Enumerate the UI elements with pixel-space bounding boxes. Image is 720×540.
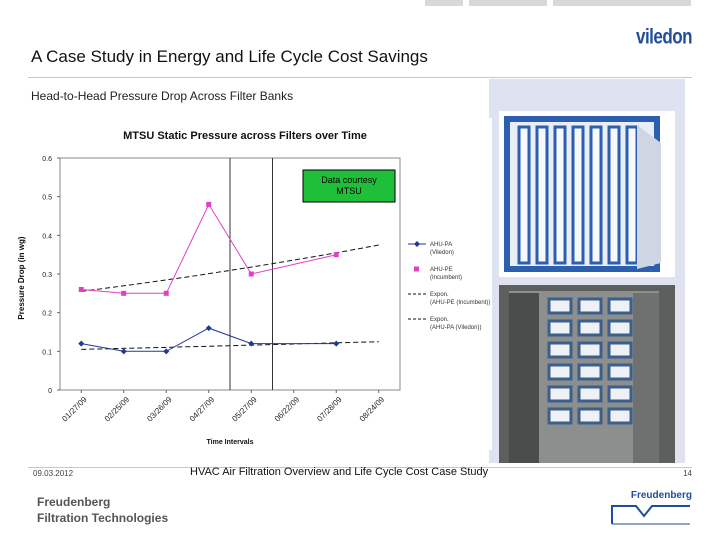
data-point xyxy=(333,340,340,347)
y-axis: 0 0.1 0.2 0.3 0.4 0.5 0.6 xyxy=(42,156,60,395)
company-name: Freudenberg Filtration Technologies xyxy=(37,494,168,526)
data-point xyxy=(120,348,127,355)
trendlines xyxy=(81,244,379,350)
y-tick-label: 0.3 xyxy=(42,272,52,279)
data-point xyxy=(163,290,169,296)
legend-entry: Expon. (AHU-PE (Incumbent)) xyxy=(408,292,490,306)
x-tick-label: 03/26/09 xyxy=(145,395,174,424)
freudenberg-logo: Freudenberg xyxy=(610,490,692,526)
chart-title: MTSU Static Pressure across Filters over… xyxy=(123,130,367,142)
legend-label: AHU-PE (Incumbent) xyxy=(430,267,462,281)
legend: AHU-PA (Viledon) AHU-PE (Incumbent) Expon. (A… xyxy=(408,241,490,331)
series-line xyxy=(81,203,337,294)
vertical-markers xyxy=(229,158,273,390)
data-point xyxy=(163,348,170,355)
y-tick-label: 0 xyxy=(48,388,52,395)
series-line xyxy=(81,327,337,352)
legend-entry: Expon. (AHU-PA (Viledon)) xyxy=(408,317,481,331)
data-point xyxy=(248,271,254,277)
data-point xyxy=(248,340,255,347)
y-tick-label: 0.2 xyxy=(42,311,52,318)
photo-panel xyxy=(489,79,685,463)
legend-label: Expon. (AHU-PA (Viledon)) xyxy=(430,317,481,331)
footer-divider xyxy=(28,467,692,468)
freudenberg-logo-text: Freudenberg xyxy=(630,490,692,501)
legend-entry: AHU-PA (Viledon) xyxy=(408,241,454,256)
data-point xyxy=(121,290,127,296)
slide-subtitle: Head-to-Head Pressure Drop Across Filter… xyxy=(31,89,294,103)
viledon-logo: viledon xyxy=(635,24,693,49)
y-axis-label: Pressure Drop (in wg) xyxy=(17,236,26,319)
company-name-line2: Filtration Technologies xyxy=(37,511,169,525)
slide-title: A Case Study in Energy and Life Cycle Co… xyxy=(31,47,428,66)
data-point xyxy=(206,201,212,207)
x-axis-label: Time Intervals xyxy=(207,439,254,446)
x-axis: 01/27/09 02/25/09 03/26/09 04/27/09 05/27/09… xyxy=(60,390,387,424)
y-tick-label: 0.6 xyxy=(42,156,52,163)
x-tick-label: 06/22/09 xyxy=(273,395,302,424)
top-bar-segment xyxy=(553,0,691,6)
x-tick-label: 02/25/09 xyxy=(103,395,132,424)
x-tick-label: 08/24/09 xyxy=(358,395,387,424)
x-tick-label: 01/27/09 xyxy=(60,395,89,424)
footer-date: 09.03.2012 xyxy=(33,469,74,478)
x-tick-label: 04/27/09 xyxy=(188,395,217,424)
trendline xyxy=(81,244,379,292)
title-divider xyxy=(28,77,692,78)
y-tick-label: 0.4 xyxy=(42,233,52,240)
freudenberg-logo-mark xyxy=(611,505,690,525)
y-tick-label: 0.5 xyxy=(42,195,52,202)
legend-entry: AHU-PE (Incumbent) xyxy=(414,266,462,281)
data-point xyxy=(333,252,339,258)
pressure-drop-chart: MTSU Static Pressure across Filters over… xyxy=(17,130,490,446)
data-point xyxy=(78,286,84,292)
top-bar-segment xyxy=(469,0,547,6)
legend-marker xyxy=(414,241,420,247)
company-name-line1: Freudenberg xyxy=(37,495,111,509)
trendline xyxy=(81,341,379,350)
data-point xyxy=(78,340,85,347)
page-number: 14 xyxy=(683,469,692,478)
data-point xyxy=(205,325,212,332)
footer-caption: HVAC Air Filtration Overview and Life Cy… xyxy=(190,466,489,478)
pocket-filter-photo xyxy=(499,111,675,277)
annotation-box: Data courtesy MTSU xyxy=(302,169,396,203)
legend-label: Expon. (AHU-PE (Incumbent)) xyxy=(430,292,490,306)
annotation-text: Data courtesy MTSU xyxy=(321,175,377,196)
legend-marker xyxy=(414,266,419,272)
top-bar-segment xyxy=(425,0,463,6)
x-tick-label: 07/28/09 xyxy=(315,395,344,424)
filter-bank-photo xyxy=(499,285,675,463)
legend-label: AHU-PA (Viledon) xyxy=(430,242,454,256)
data-series xyxy=(78,201,340,355)
y-tick-label: 0.1 xyxy=(42,349,52,356)
chart-panel: MTSU Static Pressure across Filters over… xyxy=(10,118,492,450)
filter-photos xyxy=(499,111,675,463)
x-tick-label: 05/27/09 xyxy=(230,395,259,424)
